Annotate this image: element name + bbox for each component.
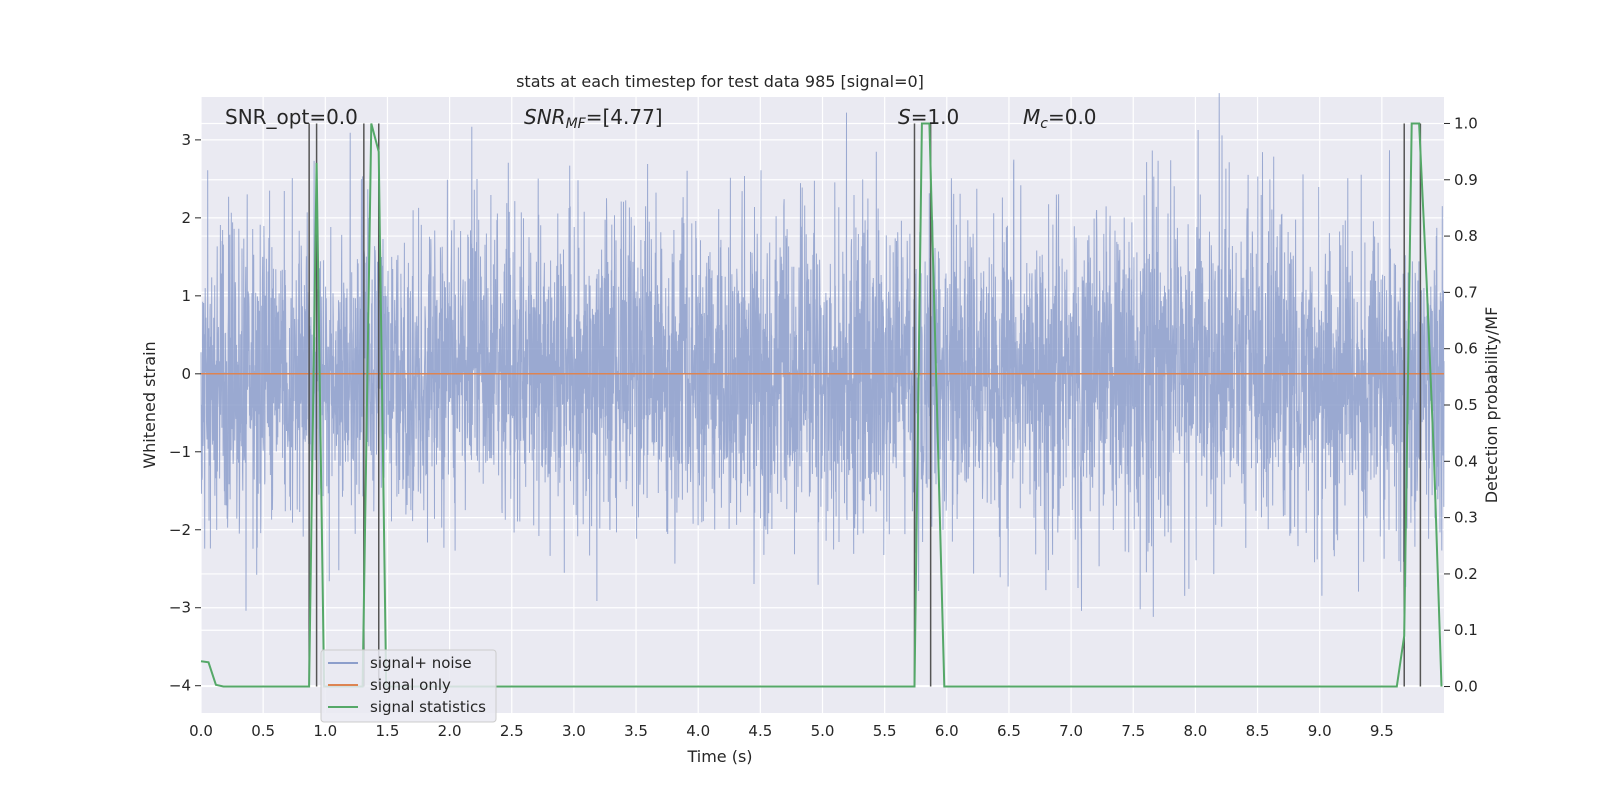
x-tick-label-11: 5.5 <box>873 722 897 740</box>
y-tick-label-1: 2 <box>181 209 191 227</box>
annotation-snr-mf-value: =[4.77] <box>586 105 663 129</box>
x-tick-label-13: 6.5 <box>997 722 1021 740</box>
x-tick-label-3: 1.5 <box>376 722 400 740</box>
y-tick-label-6: −3 <box>169 599 191 617</box>
x-tick-label-14: 7.0 <box>1059 722 1083 740</box>
x-tick-label-1: 0.5 <box>251 722 275 740</box>
legend-box <box>320 649 497 723</box>
y-right-tick-label-3: 0.7 <box>1454 283 1478 301</box>
x-tick-label-10: 5.0 <box>811 722 835 740</box>
y-tick-label-2: 1 <box>181 287 191 305</box>
y-right-tick-label-6: 0.4 <box>1454 452 1478 470</box>
annotation-snr-opt: SNR_opt=0.0 <box>225 105 358 129</box>
y-axis-right-ticks: 1.0 0.9 0.8 0.7 0.6 0.5 0.4 0.3 0.2 0.1 0.0 <box>1444 114 1478 696</box>
x-tick-label-8: 4.0 <box>686 722 710 740</box>
legend-label-signal: signal only <box>370 676 451 694</box>
annotation-mc-symbol: M <box>1023 105 1040 129</box>
legend-label-stats: signal statistics <box>370 698 486 716</box>
signal-statistics-series <box>200 122 1443 688</box>
signal-noise-series <box>200 93 1445 617</box>
signal-noise-line <box>200 93 1445 617</box>
x-tick-label-12: 6.0 <box>935 722 959 740</box>
y-axis-left-label: Whitened strain <box>140 341 159 468</box>
annotation-mc: Mc=0.0 <box>1023 105 1097 132</box>
annotation-snr-mf-symbol: SNR <box>524 105 566 129</box>
y-right-tick-label-1: 0.9 <box>1454 171 1478 189</box>
y-right-tick-label-7: 0.3 <box>1454 509 1478 527</box>
x-axis-ticks: 0.0 0.5 1.0 1.5 2.0 2.5 3.0 3.5 4.0 4.5 5.0 5.5 6.0 6… <box>189 722 1394 740</box>
y-tick-label-5: −2 <box>169 521 191 539</box>
y-tick-label-0: 3 <box>181 131 191 149</box>
x-tick-label-19: 9.5 <box>1370 722 1394 740</box>
legend-label-noise: signal+ noise <box>370 654 472 672</box>
annotation-s-symbol: S <box>898 105 911 129</box>
x-tick-label-0: 0.0 <box>189 722 213 740</box>
signal-statistics-line <box>200 122 1443 688</box>
x-tick-label-6: 3.0 <box>562 722 586 740</box>
annotation-snr-mf-subscript: MF <box>566 116 587 132</box>
x-tick-label-2: 1.0 <box>313 722 337 740</box>
y-right-tick-label-9: 0.1 <box>1454 621 1478 639</box>
annotation-s: S=1.0 <box>898 105 959 129</box>
y-right-tick-label-10: 0.0 <box>1454 678 1478 696</box>
x-tick-label-15: 7.5 <box>1121 722 1145 740</box>
annotation-mc-subscript: c <box>1040 116 1048 132</box>
x-tick-label-5: 2.5 <box>500 722 524 740</box>
x-tick-label-7: 3.5 <box>624 722 648 740</box>
y-tick-label-7: −4 <box>169 677 191 695</box>
x-tick-label-4: 2.0 <box>438 722 462 740</box>
y-right-tick-label-4: 0.6 <box>1454 340 1478 358</box>
x-tick-label-9: 4.5 <box>748 722 772 740</box>
annotation-snr-mf: SNRMF=[4.77] <box>524 105 663 132</box>
annotation-mc-value: =0.0 <box>1048 105 1097 129</box>
y-right-tick-label-0: 1.0 <box>1454 114 1478 132</box>
x-tick-label-18: 9.0 <box>1308 722 1332 740</box>
y-right-tick-label-8: 0.2 <box>1454 565 1478 583</box>
y-right-tick-label-5: 0.5 <box>1454 396 1478 414</box>
y-right-tick-label-2: 0.8 <box>1454 227 1478 245</box>
x-tick-label-16: 8.0 <box>1183 722 1207 740</box>
y-axis-right-label: Detection probability/MF <box>1482 307 1501 504</box>
y-axis-left-ticks: 3 2 1 0 −1 −2 −3 −4 <box>169 131 201 695</box>
chart-title: stats at each timestep for test data 985… <box>516 72 924 91</box>
x-tick-label-17: 8.5 <box>1246 722 1270 740</box>
x-axis-label: Time (s) <box>686 747 752 766</box>
y-tick-label-4: −1 <box>169 443 191 461</box>
legend: signal+ noise signal only signal statist… <box>320 649 497 723</box>
annotation-s-value: =1.0 <box>911 105 960 129</box>
y-tick-label-3: 0 <box>181 365 191 383</box>
